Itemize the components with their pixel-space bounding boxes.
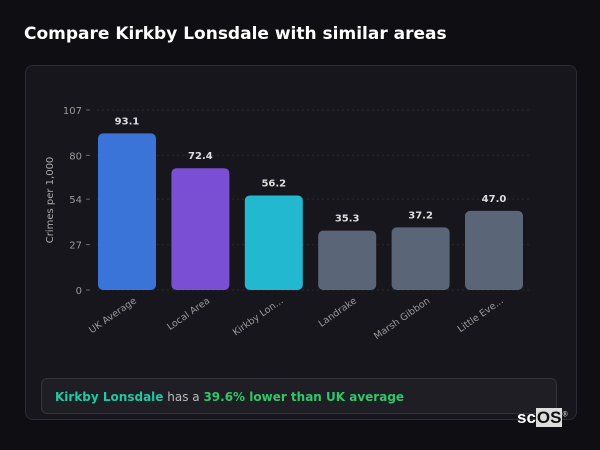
y-tick-label: 54 xyxy=(69,195,82,206)
data-label: 93.1 xyxy=(115,116,140,127)
summary-middle: has a xyxy=(163,390,204,404)
data-label: 35.3 xyxy=(335,214,360,225)
watermark-logo: scOS® xyxy=(517,408,568,427)
bar[interactable] xyxy=(391,227,450,290)
bar[interactable] xyxy=(318,230,377,290)
bar[interactable] xyxy=(98,133,156,290)
y-tick-label: 27 xyxy=(69,241,82,252)
data-label: 47.0 xyxy=(482,194,507,205)
data-label: 72.4 xyxy=(188,151,213,162)
data-label: 37.2 xyxy=(408,210,433,221)
summary-highlight: 39.6% lower than UK average xyxy=(203,390,405,404)
page-title: Compare Kirkby Lonsdale with similar are… xyxy=(24,24,447,44)
x-tick-label: Kirkby Lon... xyxy=(231,295,286,338)
x-tick-label: Landrake xyxy=(317,295,359,329)
summary-place: Kirkby Lonsdale xyxy=(55,390,164,404)
y-tick-label: 0 xyxy=(76,286,82,297)
y-tick-label: 80 xyxy=(69,151,82,162)
x-tick-label: UK Average xyxy=(87,295,139,336)
bar[interactable] xyxy=(465,210,523,290)
summary-box: Kirkby Lonsdale has a 39.6% lower than U… xyxy=(41,378,557,414)
bar[interactable] xyxy=(244,195,303,290)
data-label: 56.2 xyxy=(261,178,286,189)
bar[interactable] xyxy=(171,168,230,290)
x-tick-label: Little Eve... xyxy=(456,295,506,335)
y-tick-label: 107 xyxy=(63,106,82,117)
y-axis-label: Crimes per 1,000 xyxy=(45,157,56,244)
x-tick-label: Marsh Gibbon xyxy=(372,295,432,342)
x-tick-label: Local Area xyxy=(165,295,212,332)
